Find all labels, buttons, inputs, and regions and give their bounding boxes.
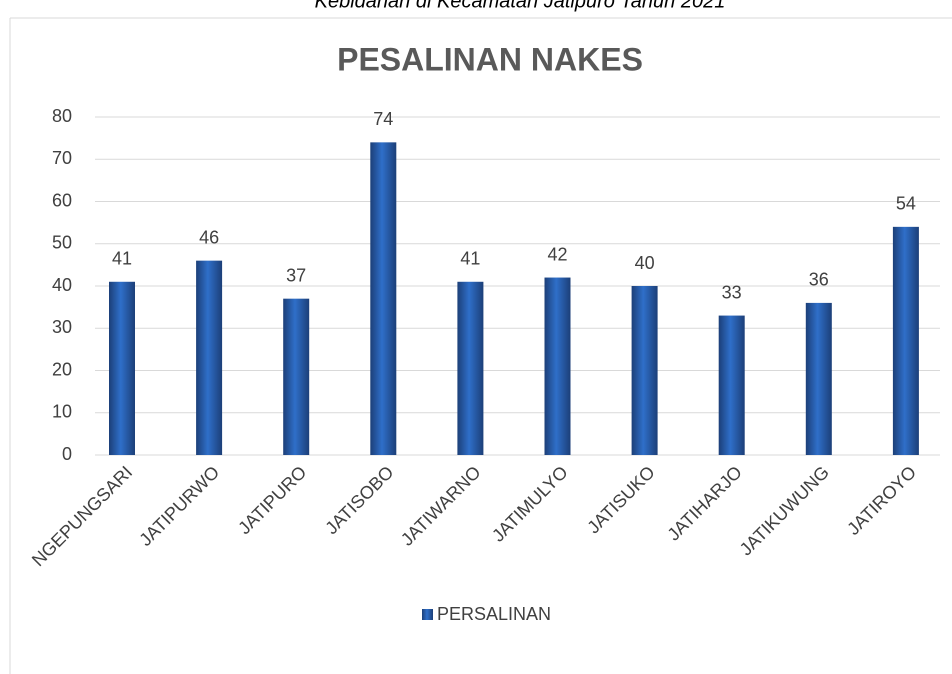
x-tick-label: JATISOBO [321,462,397,538]
caption: Kebidanan di Kecamatan Jatipuro Tahun 20… [315,0,726,12]
y-tick-label: 50 [52,233,72,253]
x-tick-label: JATIPURO [234,462,310,538]
legend-label: PERSALINAN [437,604,551,624]
y-tick-label: 30 [52,317,72,337]
data-label: 40 [635,253,655,273]
data-label: 33 [722,282,742,302]
y-tick-label: 70 [52,148,72,168]
data-label: 74 [373,109,393,129]
bar [109,281,135,455]
data-label: 37 [286,265,306,285]
bar [370,142,397,455]
x-tick-label: JATIHARJO [663,462,745,544]
chart-title: PESALINAN NAKES [337,41,643,77]
bar [196,260,223,455]
y-tick-label: 10 [52,402,72,422]
bar [631,286,658,455]
x-tick-label: JATIPURWO [135,462,223,550]
bar [892,226,919,455]
x-tick-label: JATIMULYO [488,462,572,546]
y-tick-label: 20 [52,359,72,379]
x-tick-label: JATIROYO [843,462,920,539]
y-tick-label: 60 [52,190,72,210]
x-tick-label: JATIKUWUNG [736,462,833,559]
y-tick-label: 0 [62,444,72,464]
x-tick-label: JATIWARNO [397,462,485,550]
data-label: 41 [460,249,480,269]
x-tick-label: NGEPUNGSARI [28,462,136,570]
data-label: 36 [809,270,829,290]
bar [544,277,571,455]
bar [718,315,745,455]
data-label: 46 [199,227,219,247]
legend-marker [422,609,433,620]
y-tick-label: 80 [52,106,72,126]
y-tick-label: 40 [52,275,72,295]
bar [805,302,832,455]
bar [283,298,310,455]
data-label: 54 [896,194,916,214]
data-label: 42 [547,244,567,264]
data-label: 41 [112,249,132,269]
x-tick-label: JATISUKO [583,462,658,537]
bar [457,281,484,455]
